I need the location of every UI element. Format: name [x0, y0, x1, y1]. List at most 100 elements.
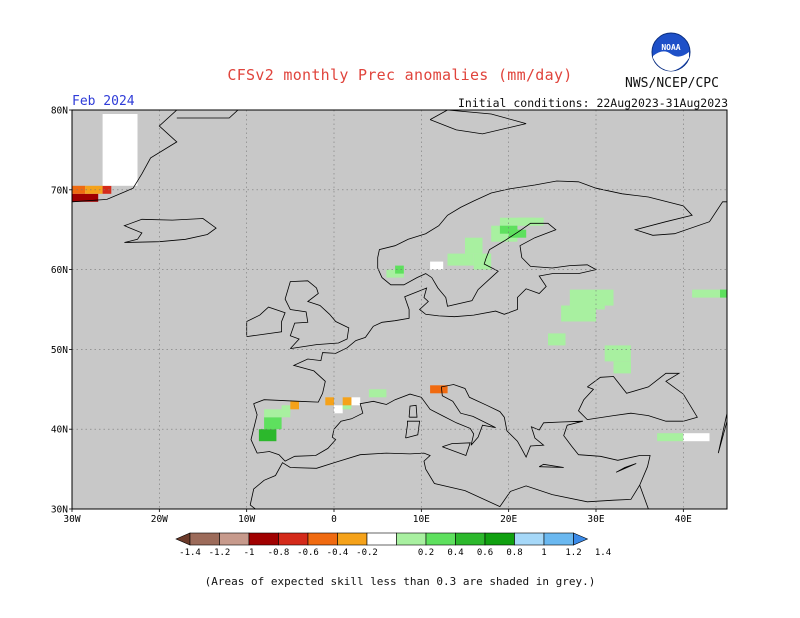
- colorbar-box: [396, 532, 427, 546]
- coastline-7: [408, 404, 418, 418]
- initial-conditions: Initial conditions: 22Aug2023-31Aug2023: [457, 96, 728, 110]
- map-background: [72, 110, 727, 509]
- anomaly-cell-12: [447, 253, 474, 266]
- anomaly-cell-15: [395, 265, 404, 274]
- colorbar-arrow-right: [573, 532, 589, 546]
- colorbar-box: [307, 532, 338, 546]
- colorbar-labels: -1.4 -1.2 -1 -0.8 -0.6 -0.4 -0.2 0.2 0.4 0.6 0.8 1 1…: [179, 548, 611, 558]
- anomaly-cell-25: [258, 429, 277, 442]
- coastlines: [72, 110, 727, 509]
- anomaly-cell-37: [657, 433, 684, 442]
- lon-label: 40E: [675, 514, 692, 525]
- agency-label: NWS/NCEP/CPC: [625, 76, 719, 91]
- anomaly-cell-4: [102, 114, 138, 186]
- colorbar-label: 0.6: [477, 548, 493, 558]
- colorbar-label: -1.2: [209, 548, 231, 558]
- coastline-15: [176, 110, 239, 119]
- anomaly-cell-30: [325, 397, 334, 406]
- lon-label: 10E: [413, 514, 430, 525]
- coastline-11: [578, 372, 698, 422]
- colorbar-box: [484, 532, 515, 546]
- anomaly-cell-8: [508, 229, 527, 238]
- anomaly-cell-0: [72, 193, 99, 202]
- colorbar-label: -0.8: [268, 548, 290, 558]
- lon-label: 10W: [238, 514, 255, 525]
- colorbar-box: [514, 532, 545, 546]
- colorbar: -1.4 -1.2 -1 -0.8 -0.6 -0.4 -0.2 0.2 0.4 0.6 0.8 1 1…: [175, 532, 611, 558]
- colorbar-label: -1: [244, 548, 255, 558]
- lat-label: 40N: [51, 425, 68, 436]
- lat-label: 70N: [51, 185, 68, 196]
- coastline-3: [246, 306, 286, 337]
- colorbar-label: -0.6: [297, 548, 319, 558]
- lon-label: 30E: [587, 514, 604, 525]
- skill-note: (Areas of expected skill less than 0.3 a…: [204, 575, 596, 588]
- lat-label: 30N: [51, 505, 68, 516]
- anomaly-cell-1: [72, 185, 86, 194]
- lat-label: 50N: [51, 345, 68, 356]
- anomaly-cell-22: [613, 361, 631, 374]
- colorbar-box: [248, 532, 279, 546]
- noaa-logo: NOAA: [651, 32, 691, 72]
- coastline-10: [615, 463, 637, 473]
- lat-label: 80N: [51, 106, 68, 117]
- anomaly-cell-24: [720, 289, 727, 298]
- anomaly-cell-3: [102, 185, 112, 194]
- coastline-5: [249, 452, 641, 509]
- anomaly-cell-36: [342, 397, 352, 406]
- colorbar-label: -1.4: [179, 548, 201, 558]
- anomaly-cell-23: [692, 289, 727, 298]
- coastline-9: [539, 463, 564, 468]
- anomaly-cell-34: [368, 389, 387, 398]
- colorbar-box: [425, 532, 456, 546]
- colorbar-box: [366, 532, 397, 546]
- anomaly-cell-19: [561, 305, 596, 322]
- gridlines: [72, 110, 727, 509]
- colorbar-box: [219, 532, 250, 546]
- colorbar-label: -0.4: [327, 548, 349, 558]
- colorbar-label: 0.4: [447, 548, 463, 558]
- colorbar-label: 1.4: [595, 548, 611, 558]
- anomaly-cell-16: [430, 261, 444, 270]
- logo-text: NOAA: [661, 43, 680, 52]
- chart-title: CFSv2 monthly Prec anomalies (mm/day): [227, 66, 573, 84]
- coastline-8: [442, 442, 471, 457]
- colorbar-box: [278, 532, 309, 546]
- anomaly-cell-2: [85, 185, 103, 194]
- colorbar-box: [337, 532, 368, 546]
- colorbar-box: [189, 532, 220, 546]
- coastline-14: [726, 141, 727, 142]
- lon-label: 0: [331, 514, 337, 525]
- colorbar-label: 0.2: [418, 548, 434, 558]
- lon-label: 20E: [500, 514, 517, 525]
- coastline-2: [284, 280, 350, 349]
- axis-labels: 30N 40N 50N 60N 70N 80N 30W 20W 10W 0 10E 20E 30E 40E: [51, 106, 692, 526]
- anomaly-cell-20: [548, 333, 566, 346]
- anomaly-cell-5: [499, 217, 535, 226]
- anomaly-cell-27: [264, 409, 291, 418]
- anomaly-cell-7: [499, 225, 518, 234]
- coastline-13: [429, 110, 527, 135]
- lon-label: 30W: [63, 514, 80, 525]
- coastline-6: [405, 420, 421, 439]
- anomaly-cell-13: [473, 253, 492, 270]
- anomaly-cell-33: [351, 397, 361, 406]
- anomaly-cell-31: [334, 405, 343, 414]
- noaa-logo-icon: NOAA: [651, 32, 691, 72]
- coastline-12: [717, 413, 727, 454]
- map-frame: [71, 109, 728, 510]
- coastline-1: [72, 110, 178, 203]
- colorbar-arrow-left: [175, 532, 191, 546]
- anomaly-cell-9: [517, 217, 535, 226]
- anomaly-cell-21: [604, 345, 631, 362]
- colorbar-boxes: [175, 532, 589, 546]
- anomaly-cell-26: [264, 417, 282, 430]
- lat-label: 60N: [51, 265, 68, 276]
- anomaly-cells: [72, 114, 727, 442]
- colorbar-box: [455, 532, 486, 546]
- colorbar-label: 1: [541, 548, 546, 558]
- anomaly-cell-38: [683, 433, 710, 442]
- anomaly-cell-28: [281, 405, 291, 414]
- colorbar-label: -0.2: [356, 548, 378, 558]
